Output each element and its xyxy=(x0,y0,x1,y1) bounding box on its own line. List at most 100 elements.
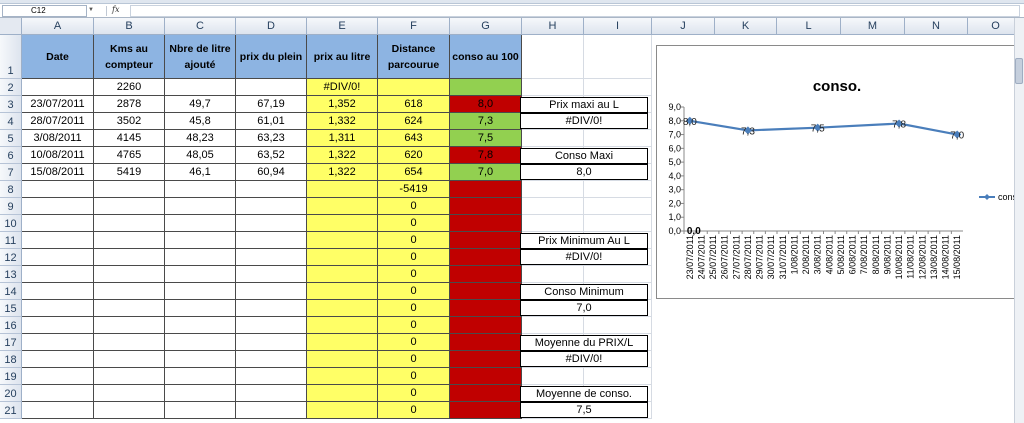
cell[interactable] xyxy=(307,181,378,198)
cell-conso[interactable] xyxy=(450,198,522,215)
vertical-scrollbar[interactable] xyxy=(1014,18,1024,423)
cell-litres[interactable]: 48,23 xyxy=(165,130,236,147)
cell[interactable] xyxy=(236,266,307,283)
cell-kms[interactable]: 5419 xyxy=(94,164,165,181)
cell[interactable] xyxy=(22,368,94,385)
cell-distance[interactable]: 0 xyxy=(378,334,450,351)
header-cell-plein[interactable]: prix du plein xyxy=(236,35,307,79)
cell[interactable] xyxy=(584,402,652,419)
cell[interactable] xyxy=(165,198,236,215)
cell[interactable] xyxy=(94,249,165,266)
cell[interactable] xyxy=(22,266,94,283)
cell[interactable] xyxy=(307,232,378,249)
cell[interactable] xyxy=(307,368,378,385)
cell[interactable] xyxy=(165,368,236,385)
cell-conso[interactable] xyxy=(450,351,522,368)
cell-date[interactable]: 3/08/2011 xyxy=(22,130,94,147)
cell-date[interactable]: 28/07/2011 xyxy=(22,113,94,130)
row-header[interactable]: 20 xyxy=(0,385,22,402)
cell-plein[interactable]: 63,52 xyxy=(236,147,307,164)
cell[interactable] xyxy=(307,351,378,368)
cell-distance[interactable]: 0 xyxy=(378,283,450,300)
cell[interactable] xyxy=(522,181,584,198)
cell-distance[interactable]: 618 xyxy=(378,96,450,113)
cell[interactable] xyxy=(22,402,94,419)
cell[interactable] xyxy=(165,385,236,402)
cell[interactable] xyxy=(522,35,584,79)
cell[interactable] xyxy=(307,198,378,215)
cell-distance[interactable]: 0 xyxy=(378,300,450,317)
row-header[interactable]: 8 xyxy=(0,181,22,198)
cell[interactable] xyxy=(165,334,236,351)
cell[interactable] xyxy=(94,385,165,402)
row-header[interactable]: 19 xyxy=(0,368,22,385)
cell[interactable] xyxy=(22,249,94,266)
cell-conso[interactable] xyxy=(450,300,522,317)
cell[interactable] xyxy=(236,79,307,96)
cell-conso[interactable] xyxy=(450,334,522,351)
cell[interactable] xyxy=(22,79,94,96)
cell[interactable] xyxy=(22,181,94,198)
header-cell-date[interactable]: Date xyxy=(22,35,94,79)
chevron-down-icon[interactable]: ▼ xyxy=(88,7,94,13)
row-header[interactable]: 17 xyxy=(0,334,22,351)
cell-conso[interactable] xyxy=(450,402,522,419)
cell-litres[interactable]: 45,8 xyxy=(165,113,236,130)
cell-kms[interactable]: 4145 xyxy=(94,130,165,147)
cell-distance[interactable]: -5419 xyxy=(378,181,450,198)
cell-conso[interactable]: 7,0 xyxy=(450,164,522,181)
column-header-d[interactable]: D xyxy=(236,18,307,35)
cell-date[interactable]: 23/07/2011 xyxy=(22,96,94,113)
cell-distance[interactable]: 0 xyxy=(378,266,450,283)
row-header[interactable]: 16 xyxy=(0,317,22,334)
formula-input[interactable] xyxy=(130,5,1020,17)
column-header-c[interactable]: C xyxy=(165,18,236,35)
row-header[interactable]: 7 xyxy=(0,164,22,181)
cell-kms[interactable]: 2260 xyxy=(94,79,165,96)
cell-litres[interactable]: 49,7 xyxy=(165,96,236,113)
cell[interactable] xyxy=(584,164,652,181)
cell[interactable] xyxy=(584,317,652,334)
cell[interactable] xyxy=(165,79,236,96)
cell[interactable] xyxy=(236,351,307,368)
cell[interactable] xyxy=(522,368,584,385)
cell-conso[interactable]: 7,3 xyxy=(450,113,522,130)
row-header[interactable]: 2 xyxy=(0,79,22,96)
cell[interactable] xyxy=(165,351,236,368)
cell-kms[interactable]: 4765 xyxy=(94,147,165,164)
row-header[interactable]: 15 xyxy=(0,300,22,317)
row-header[interactable]: 5 xyxy=(0,130,22,147)
cell[interactable] xyxy=(236,300,307,317)
cell[interactable] xyxy=(165,300,236,317)
cell[interactable] xyxy=(584,113,652,130)
cell[interactable] xyxy=(94,215,165,232)
cell-distance[interactable]: 0 xyxy=(378,402,450,419)
row-header[interactable]: 10 xyxy=(0,215,22,232)
cell[interactable] xyxy=(584,368,652,385)
cell[interactable] xyxy=(165,283,236,300)
select-all-corner[interactable] xyxy=(0,18,22,35)
header-cell-conso[interactable]: conso au 100 xyxy=(450,35,522,79)
cell-prix-litre[interactable]: 1,322 xyxy=(307,147,378,164)
cell[interactable] xyxy=(165,232,236,249)
cell-distance[interactable]: 620 xyxy=(378,147,450,164)
cell-distance[interactable]: 0 xyxy=(378,198,450,215)
column-header-a[interactable]: A xyxy=(22,18,94,35)
header-cell-litres[interactable]: Nbre de litre ajouté xyxy=(165,35,236,79)
row-header[interactable]: 9 xyxy=(0,198,22,215)
spreadsheet-grid[interactable]: A B C D E F G H I J K L M N O 1 2 3 4 5 6 7 8 9 10 11 12 13 14 15 16 17… xyxy=(0,18,1024,423)
cell[interactable] xyxy=(236,368,307,385)
cell[interactable] xyxy=(236,385,307,402)
cell[interactable] xyxy=(94,334,165,351)
cell[interactable] xyxy=(236,215,307,232)
row-header[interactable]: 18 xyxy=(0,351,22,368)
cell[interactable] xyxy=(307,385,378,402)
cell[interactable] xyxy=(165,317,236,334)
cell-plein[interactable]: 60,94 xyxy=(236,164,307,181)
row-header[interactable]: 13 xyxy=(0,266,22,283)
cell[interactable] xyxy=(307,317,378,334)
cell-conso[interactable] xyxy=(450,385,522,402)
cell[interactable] xyxy=(22,385,94,402)
column-header-f[interactable]: F xyxy=(378,18,450,35)
column-header-l[interactable]: L xyxy=(777,18,841,35)
